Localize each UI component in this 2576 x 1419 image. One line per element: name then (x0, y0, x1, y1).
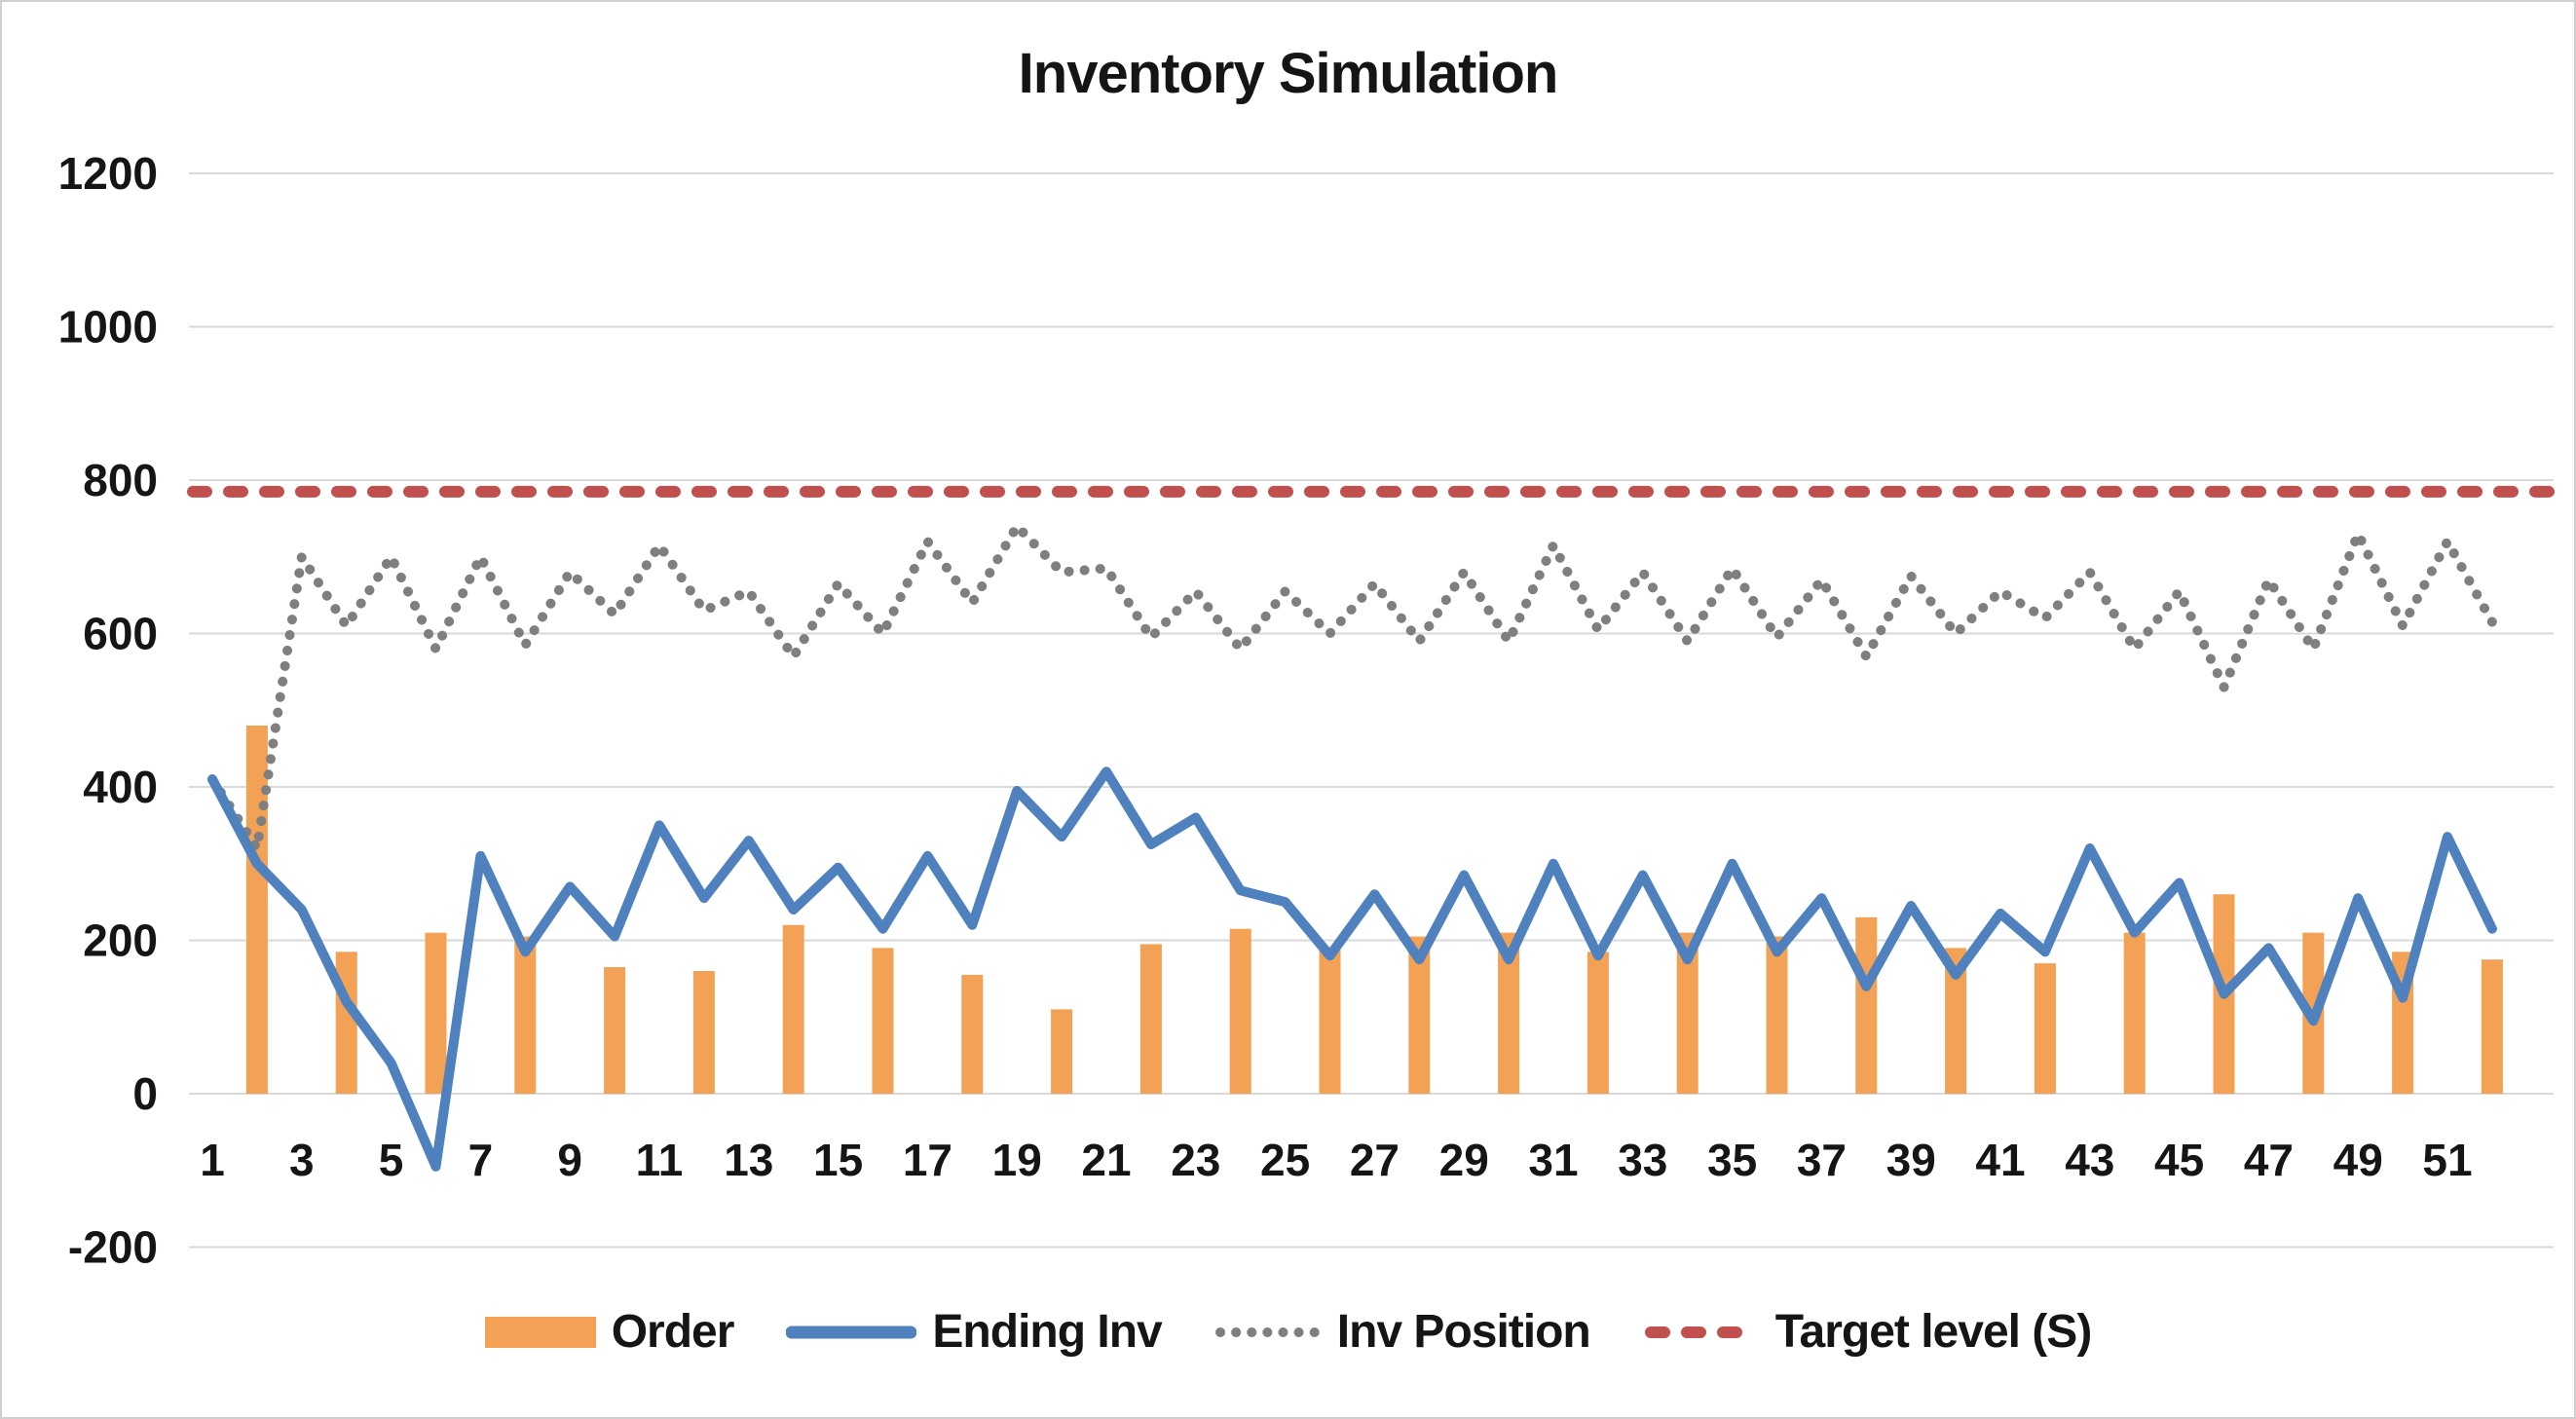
chart-title: Inventory Simulation (1018, 42, 1559, 105)
y-tick-label: 1000 (58, 302, 158, 353)
order-bar (2481, 959, 2503, 1094)
x-tick-label: 47 (2244, 1135, 2294, 1185)
x-tick-label: 33 (1618, 1135, 1667, 1185)
x-tick-label: 5 (379, 1135, 404, 1185)
x-tick-label: 3 (289, 1135, 315, 1185)
y-tick-label: 200 (83, 915, 158, 966)
x-tick-label: 37 (1797, 1135, 1847, 1185)
order-bar (1229, 928, 1251, 1094)
order-bar (1766, 936, 1788, 1094)
inv-position-line-swatch (1214, 1326, 1322, 1337)
y-gridlines (189, 172, 2554, 1249)
order-bar (245, 726, 268, 1094)
legend-item-order: Order (484, 1305, 735, 1359)
legend-item-inv-position: Inv Position (1214, 1305, 1591, 1359)
x-tick-label: 1 (200, 1135, 225, 1185)
x-tick-label: 17 (903, 1135, 952, 1185)
order-bar (961, 974, 984, 1094)
x-tick-label: 21 (1081, 1135, 1131, 1185)
order-bar (1676, 932, 1699, 1094)
x-tick-label: 45 (2154, 1135, 2204, 1185)
x-tick-label: 15 (813, 1135, 863, 1185)
x-tick-label: 35 (1707, 1135, 1757, 1185)
x-tick-label: 25 (1260, 1135, 1310, 1185)
order-bar (1498, 932, 1520, 1094)
order-bar (1139, 944, 1162, 1094)
x-tick-label: 19 (992, 1135, 1042, 1185)
legend: Order Ending Inv Inv Position Target lev… (2, 1305, 2574, 1359)
order-bar-swatch (484, 1316, 596, 1348)
order-bar (2034, 963, 2056, 1094)
y-tick-label: 1200 (58, 148, 158, 199)
x-tick-label: 41 (1975, 1135, 2025, 1185)
y-tick-label: 800 (83, 455, 158, 505)
order-bar (604, 967, 626, 1094)
x-tick-label: 13 (724, 1135, 773, 1185)
y-tick-label: 600 (83, 609, 158, 659)
order-bar (1855, 916, 1878, 1094)
legend-item-ending-inv: Ending Inv (786, 1305, 1163, 1359)
target-level-line-swatch (1644, 1326, 1760, 1338)
order-bar (1051, 1009, 1073, 1094)
x-tick-label: 49 (2333, 1135, 2383, 1185)
y-tick-label: 400 (83, 762, 158, 812)
order-bar (692, 971, 715, 1094)
x-tick-label: 9 (557, 1135, 582, 1185)
x-tick-label: 27 (1350, 1135, 1400, 1185)
x-tick-label: 29 (1439, 1135, 1489, 1185)
x-tick-label: 31 (1528, 1135, 1578, 1185)
order-bar (1945, 948, 1967, 1094)
x-tick-label: 51 (2422, 1135, 2472, 1185)
x-tick-label: 11 (636, 1135, 684, 1185)
order-bars (245, 726, 2503, 1094)
legend-label-order: Order (611, 1306, 735, 1358)
legend-label-ending-inv: Ending Inv (932, 1306, 1162, 1358)
y-tick-labels: -200 0 200 400 600 800 1000 1200 (58, 148, 158, 1273)
order-bar (1587, 952, 1609, 1094)
ending-inv-line (207, 766, 2497, 1172)
x-tick-label: 43 (2065, 1135, 2114, 1185)
x-tick-labels: 1 3 5 7 9 11 13 15 17 19 21 23 25 27 29 31 33 35 37 39 41 43 4… (200, 1135, 2472, 1185)
order-bar (514, 936, 537, 1094)
order-bar (1408, 936, 1431, 1094)
y-tick-label: 0 (132, 1068, 158, 1119)
order-bar (1319, 948, 1341, 1094)
order-bar (425, 932, 447, 1094)
order-bar (335, 952, 357, 1094)
order-bar (2123, 932, 2146, 1094)
legend-item-target-level: Target level (S) (1643, 1305, 2092, 1359)
legend-label-target-level: Target level (S) (1774, 1306, 2093, 1358)
ending-inv-line-swatch (786, 1326, 917, 1338)
x-tick-label: 39 (1886, 1135, 1936, 1185)
legend-label-inv-position: Inv Position (1336, 1306, 1591, 1358)
inv-position-line (207, 521, 2497, 853)
x-tick-label: 7 (468, 1135, 494, 1185)
x-tick-label: 23 (1171, 1135, 1220, 1185)
y-tick-label: -200 (68, 1222, 158, 1273)
order-bar (782, 924, 804, 1094)
order-bar (872, 948, 894, 1094)
